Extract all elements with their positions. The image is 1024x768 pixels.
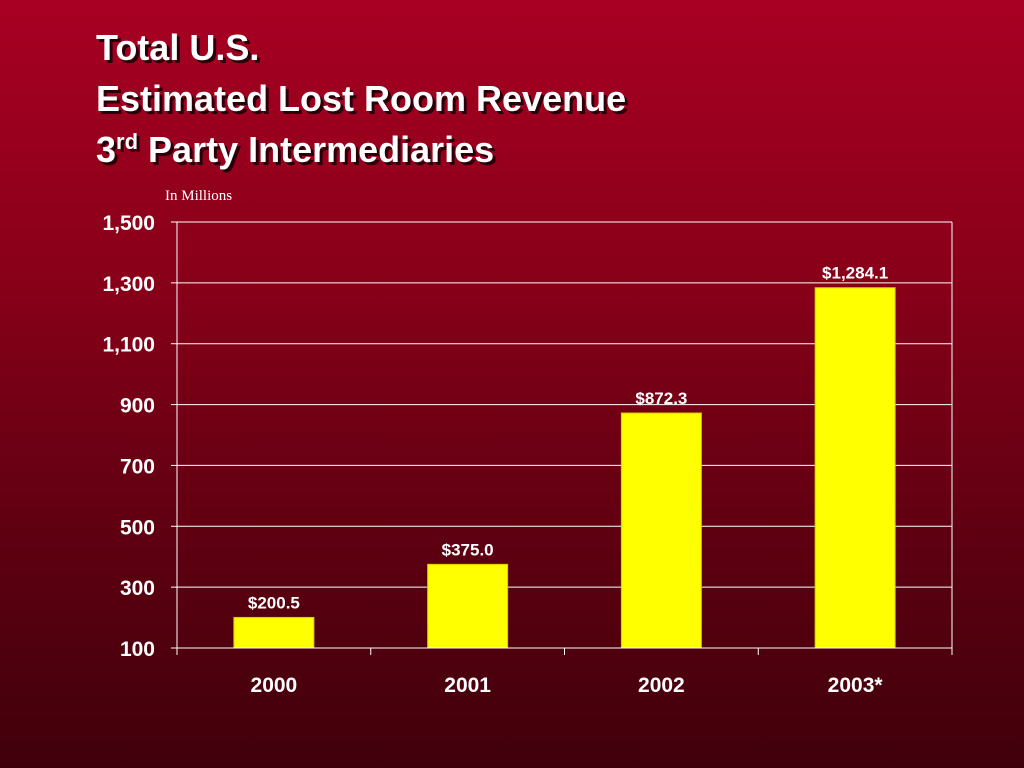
axes	[171, 221, 953, 655]
labels: 100 300 500 700 900 1,100 1,300 1,500 $200.5 2000…	[102, 212, 888, 697]
y-tick-label: 300	[120, 577, 155, 600]
y-tick-label: 1,100	[102, 334, 155, 357]
title-line-3-text: Party Intermediaries	[138, 129, 495, 170]
y-tick-label: 1,500	[102, 212, 155, 235]
bar	[427, 563, 509, 649]
bar	[814, 287, 896, 649]
x-tick-label: 2001	[444, 674, 491, 697]
title-ordinal-number: 3	[96, 129, 117, 170]
title-line-2: Estimated Lost Room Revenue	[96, 78, 627, 119]
y-tick-label: 700	[120, 455, 155, 478]
chart-title: Total U.S. Estimated Lost Room Revenue 3…	[96, 22, 626, 180]
title-line-1: Total U.S.	[96, 27, 260, 68]
x-tick-label: 2002	[638, 674, 685, 697]
title-line-3: 3rd Party Intermediaries	[96, 124, 626, 180]
y-tick-label: 900	[120, 395, 155, 418]
title-ordinal-suffix: rd	[116, 129, 139, 154]
data-label: $200.5	[248, 593, 300, 612]
data-label: $1,284.1	[822, 264, 888, 283]
y-tick-label: 100	[120, 638, 155, 661]
y-tick-label: 1,300	[102, 273, 155, 296]
units-label: In Millions	[165, 188, 233, 204]
data-label: $872.3	[635, 389, 687, 408]
y-tick-label: 500	[120, 516, 155, 539]
x-tick-label: 2000	[251, 674, 298, 697]
x-tick-label: 2003*	[828, 674, 884, 697]
bars	[233, 287, 896, 649]
data-label: $375.0	[442, 540, 494, 559]
bar	[233, 616, 315, 649]
bar	[620, 412, 702, 649]
